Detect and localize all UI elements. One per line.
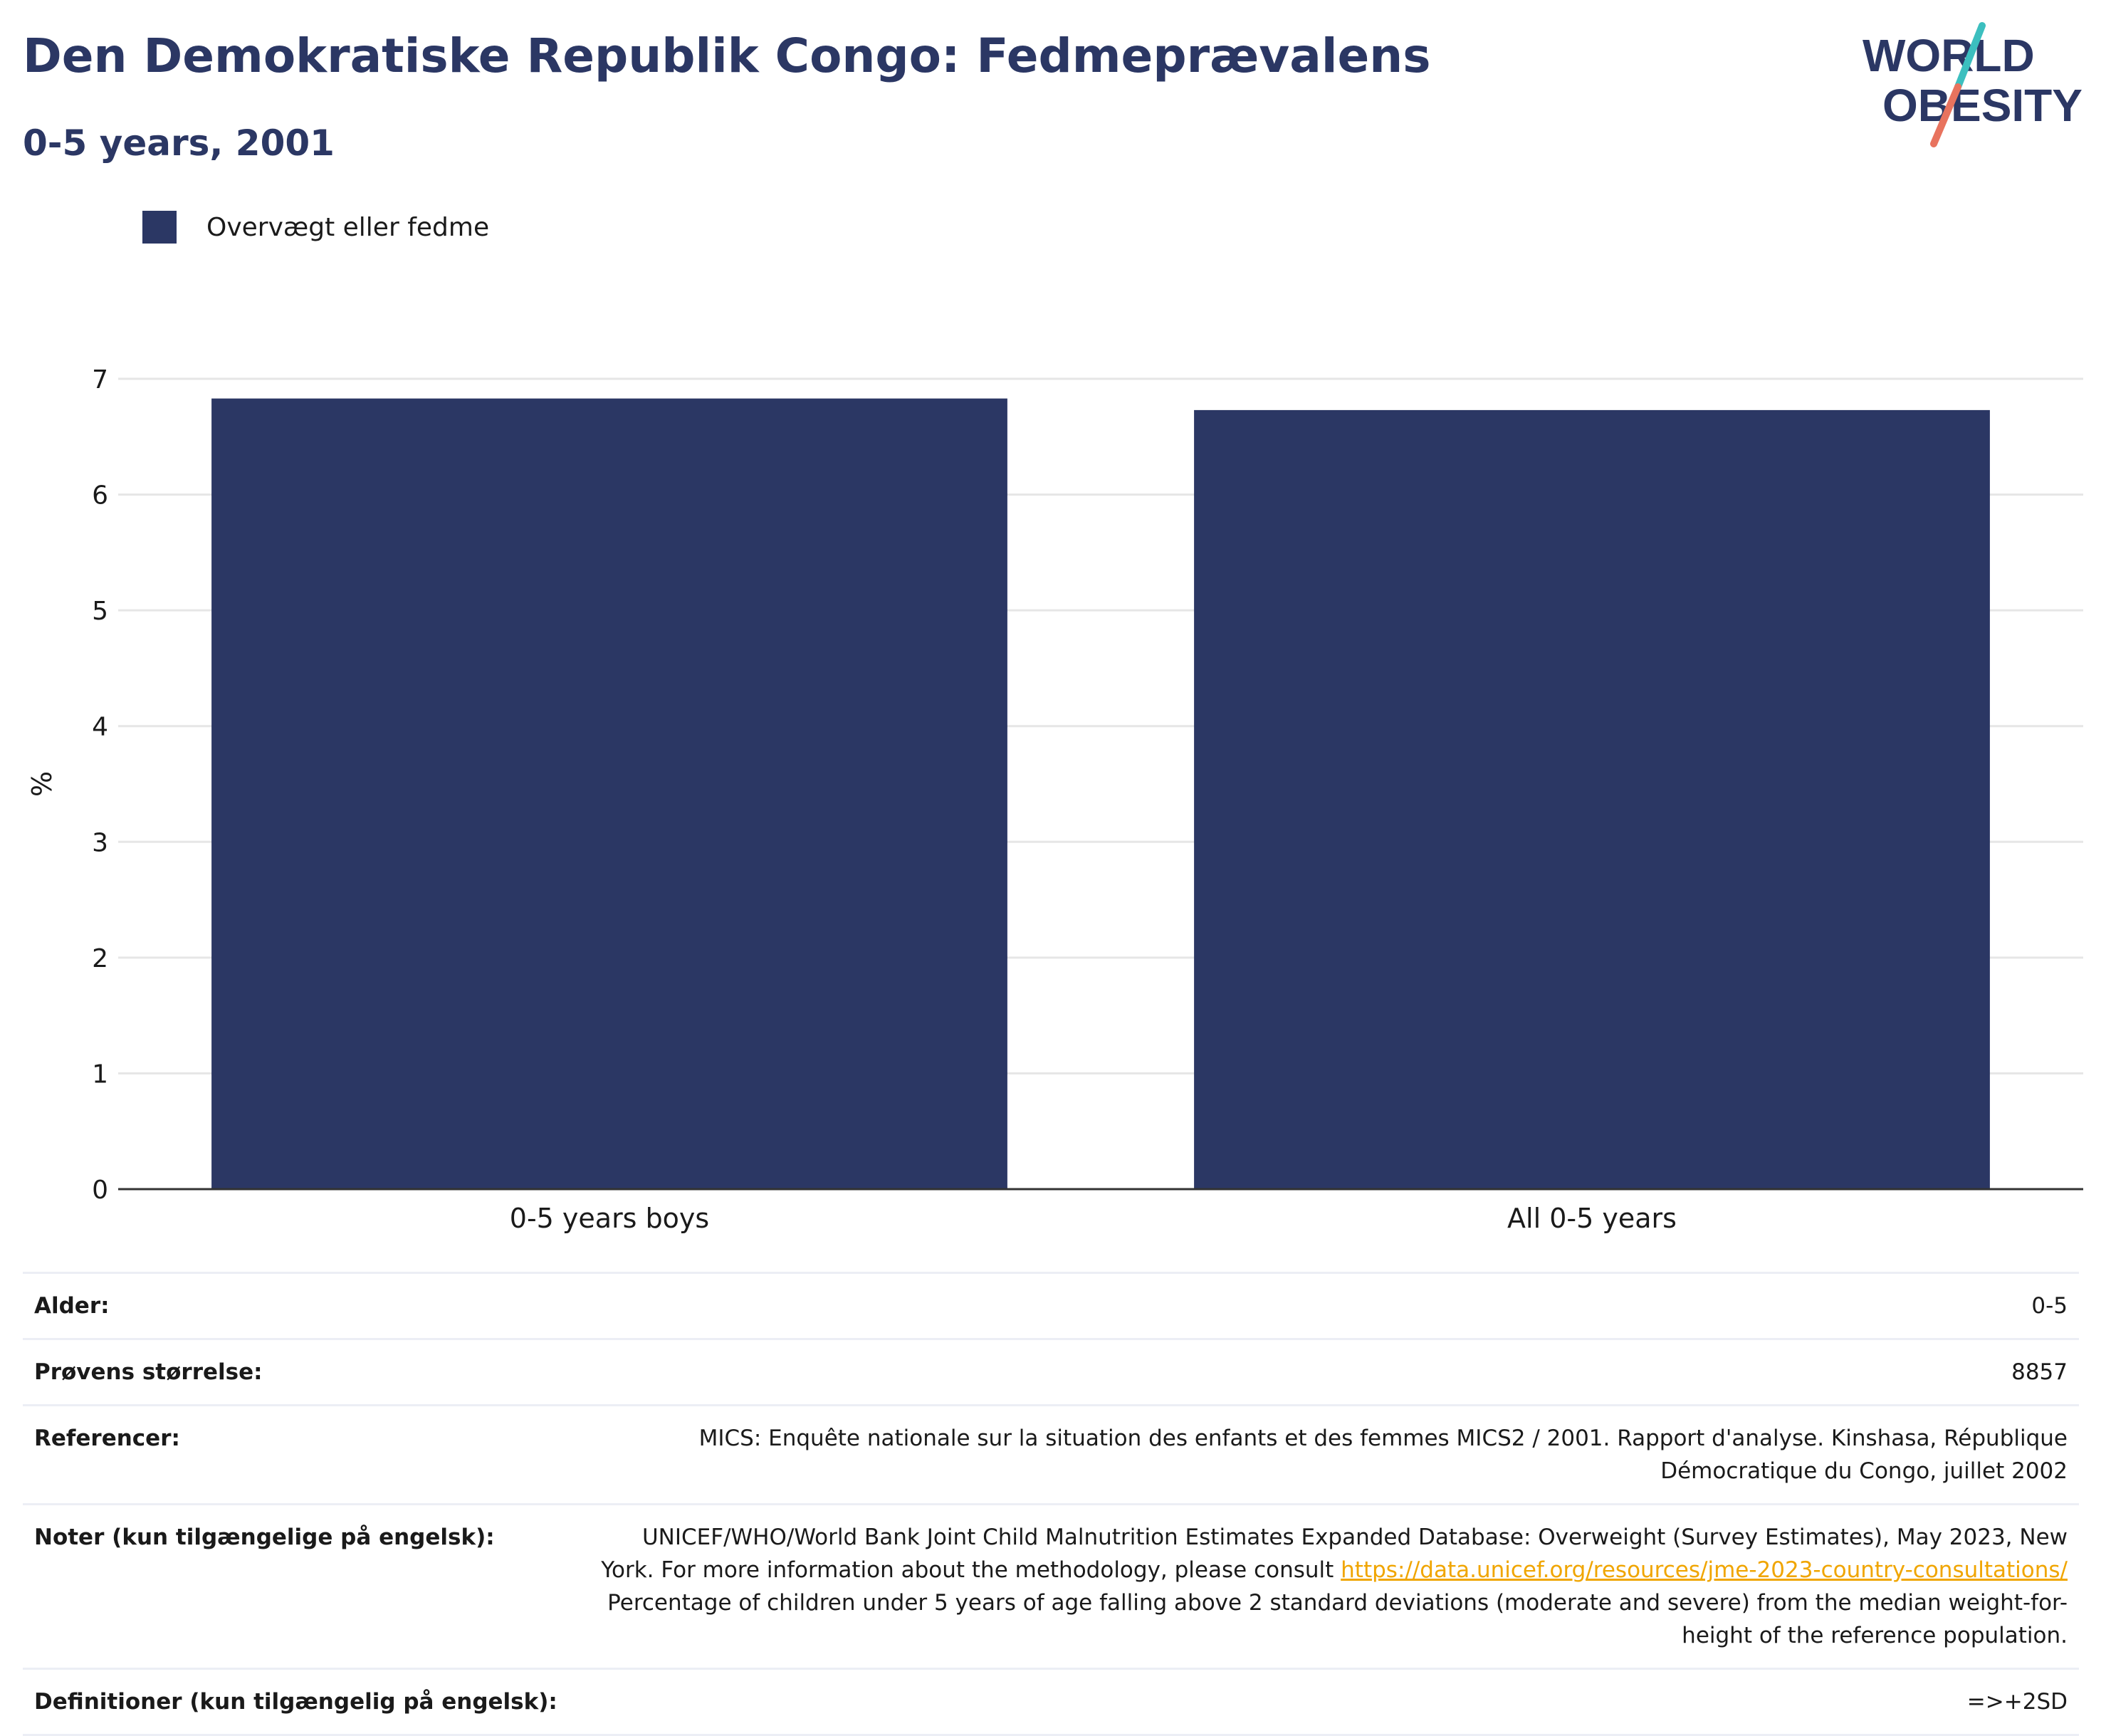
y-tick-label: 4 <box>92 713 108 742</box>
legend-swatch <box>142 211 177 244</box>
notes-text-before: UNICEF/WHO/World Bank Joint Child Malnut… <box>601 1525 2068 1583</box>
y-tick-label: 1 <box>92 1060 108 1089</box>
table-row: Noter (kun tilgængelige på engelsk): UNI… <box>23 1503 2079 1670</box>
definitions-label: Definitioner (kun tilgængelig på engelsk… <box>23 1668 587 1736</box>
legend-label: Overvægt eller fedme <box>206 212 490 242</box>
notes-label: Noter (kun tilgængelige på engelsk): <box>23 1503 587 1670</box>
y-tick-label: 0 <box>92 1176 108 1205</box>
x-tick-label: 0-5 years boys <box>510 1203 709 1234</box>
y-tick-label: 3 <box>92 828 108 857</box>
table-row: Referencer: MICS: Enquête nationale sur … <box>23 1404 2079 1505</box>
references-value: MICS: Enquête nationale sur la situation… <box>587 1404 2079 1505</box>
y-axis-label: % <box>26 771 58 797</box>
chart-subtitle: 0-5 years, 2001 <box>23 122 335 164</box>
logo-slash-coral <box>1930 83 1961 147</box>
notes-text-after: Percentage of children under 5 years of … <box>607 1590 2068 1648</box>
definitions-value: =>+2SD <box>587 1668 2079 1736</box>
y-tick-label: 2 <box>92 944 108 973</box>
world-obesity-logo: WORLD OBESITY <box>1863 22 2083 147</box>
sample-size-label: Prøvens størrelse: <box>23 1338 587 1406</box>
table-row: Definitioner (kun tilgængelig på engelsk… <box>23 1668 2079 1736</box>
table-row: Prøvens størrelse: 8857 <box>23 1338 2079 1406</box>
y-tick-label: 5 <box>92 597 108 626</box>
logo-text-world: WORLD <box>1863 30 2035 81</box>
age-label: Alder: <box>23 1272 587 1340</box>
age-value: 0-5 <box>587 1272 2079 1340</box>
notes-value: UNICEF/WHO/World Bank Joint Child Malnut… <box>587 1503 2079 1670</box>
notes-link[interactable]: https://data.unicef.org/resources/jme-20… <box>1341 1557 2068 1583</box>
logo-slash-teal <box>1954 22 1986 90</box>
references-label: Referencer: <box>23 1404 587 1505</box>
y-tick-label: 7 <box>92 365 108 394</box>
table-row: Alder: 0-5 <box>23 1272 2079 1340</box>
sample-size-value: 8857 <box>587 1338 2079 1406</box>
bar <box>1194 409 1990 1189</box>
metadata-table: Alder: 0-5 Prøvens størrelse: 8857 Refer… <box>23 1272 2079 1736</box>
logo-text-obesity: OBESITY <box>1882 80 2083 131</box>
y-tick-label: 6 <box>92 481 108 511</box>
bar-chart: 0 1 2 3 4 5 6 7 0-5 years boys All 0-5 years% <box>26 365 2083 1234</box>
bar <box>211 398 1007 1189</box>
x-tick-label: All 0-5 years <box>1507 1203 1677 1234</box>
chart-title: Den Demokratiske Republik Congo: Fedmepr… <box>23 28 1431 83</box>
legend[interactable]: Overvægt eller fedme <box>142 211 489 244</box>
